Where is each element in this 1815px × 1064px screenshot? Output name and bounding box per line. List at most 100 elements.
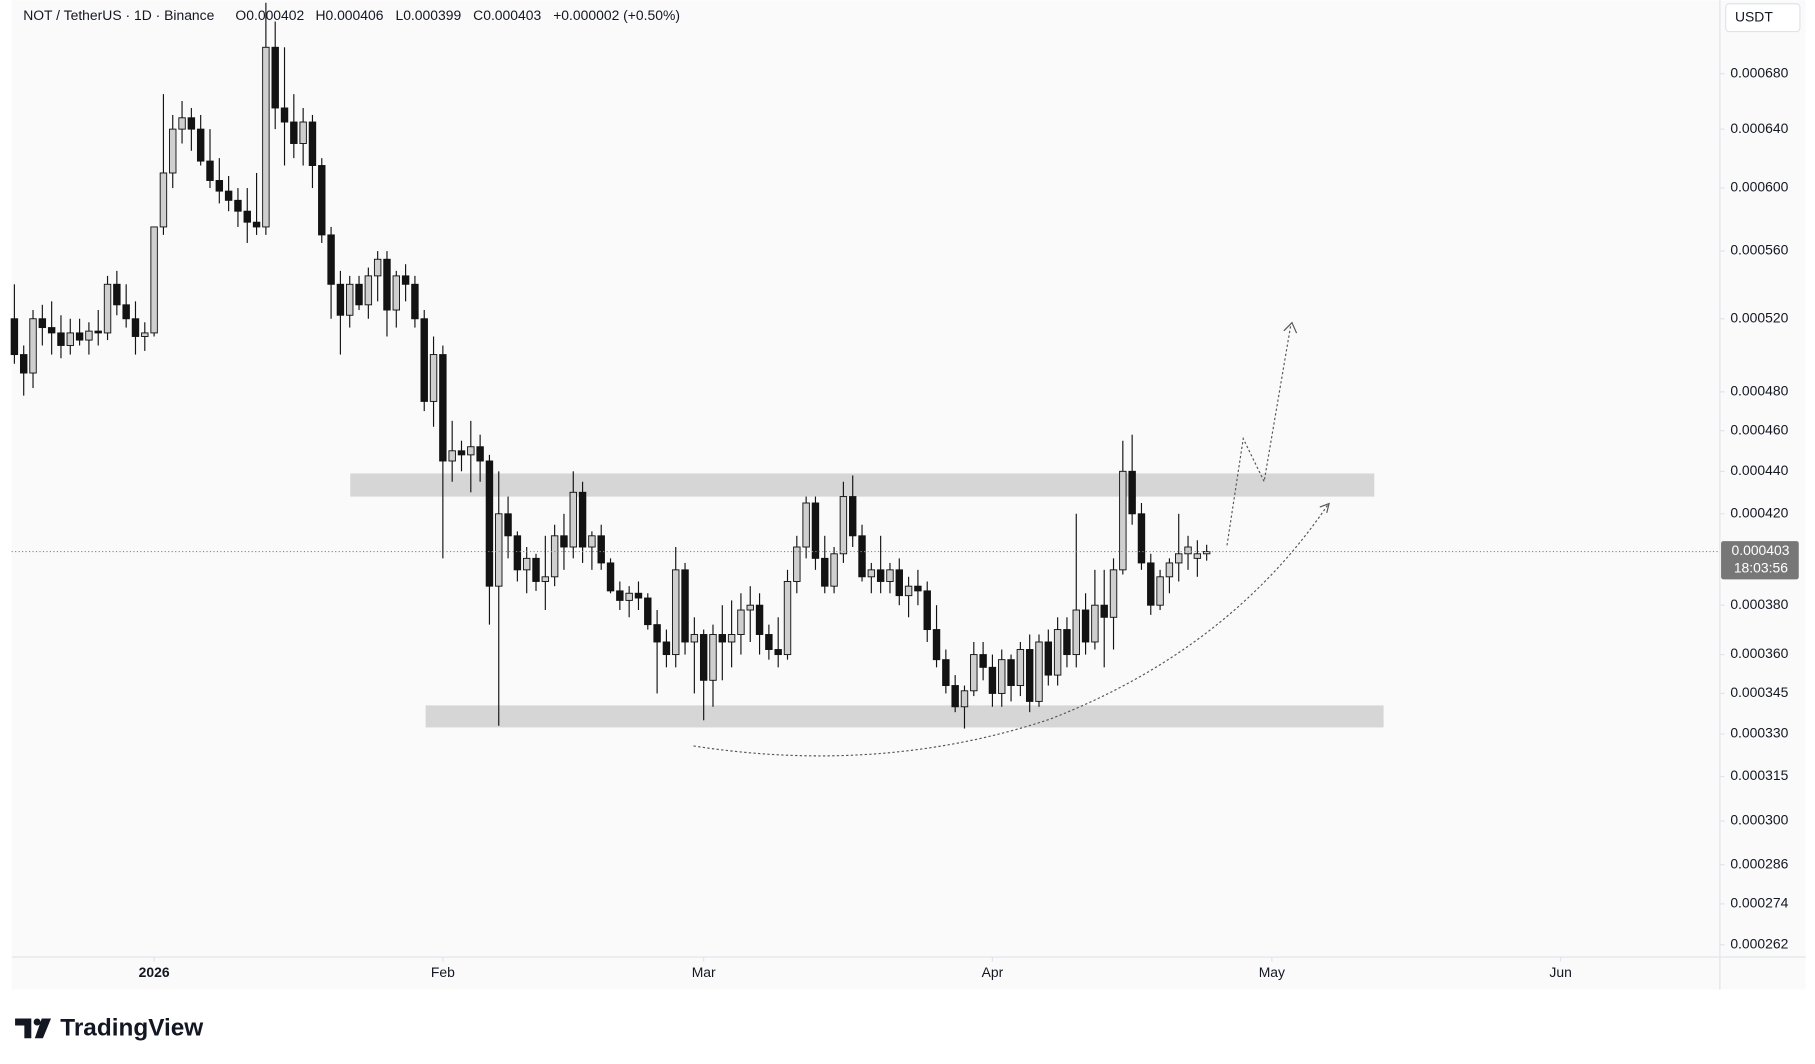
candle-body-down [634,592,643,599]
candle-body-down [308,121,317,166]
candle-body-up [569,491,577,548]
candle-body-down [10,318,19,356]
candle-body-down [811,502,820,559]
x-tick-label: 2026 [139,964,170,980]
candle-body-up [522,557,531,571]
candle-body-down [1147,562,1155,606]
y-tick-label: 0.000440 [1730,462,1788,478]
legend-high: H0.000406 [315,7,383,23]
candle-body-down [951,685,959,708]
candle-body-up [1193,553,1202,559]
candle-body-up [66,332,74,346]
currency-box[interactable] [1725,3,1801,33]
curve-arrowhead [1319,502,1330,514]
candle-body-down [932,629,941,661]
candle-body-down [616,590,624,601]
candle-body-up [802,502,810,548]
candle-body-down [662,641,671,656]
y-tick-label: 0.000460 [1730,421,1788,437]
y-tick-label: 0.000360 [1730,645,1788,661]
candle-body-up [495,513,503,587]
candle-body-up [960,690,969,708]
candle-body-down [653,624,661,643]
candle-body-up [1165,562,1174,578]
candle-body-up [793,546,801,582]
candle-body-down [318,165,326,236]
x-tick-label: Mar [692,964,716,980]
candle-body-up [541,576,550,582]
x-tick-label: Feb [431,964,455,980]
candle-body-down [578,491,587,548]
candle-body-down [206,160,214,181]
y-tick-label: 0.000420 [1730,504,1788,520]
candle-body-down [606,562,615,592]
candle-body-up [904,585,913,597]
candle-body-down [187,117,196,130]
candle-body-up [429,354,438,402]
x-tick-label: Jun [1549,964,1571,980]
candle-body-up [29,318,37,374]
candle-body-up [1016,649,1025,686]
candle-body-down [979,654,987,668]
candle-body-up [467,446,475,456]
candle-body-down [252,221,261,228]
candle-body-up [886,569,894,582]
candle-body-down [914,585,922,592]
candle-body-down [895,569,903,597]
y-tick-label: 0.000262 [1730,935,1788,951]
candle-body-up [1091,604,1099,643]
candle-body-up [830,553,838,587]
candle-body-down [923,590,931,631]
candle-body-up [178,117,186,130]
candle-body-up [783,581,792,656]
y-tick-label: 0.000380 [1730,596,1788,612]
candle-body-down [411,283,419,320]
legend-open: O0.000402 [235,7,304,23]
candle-body-down [1025,649,1034,702]
logo-dot [33,1018,41,1026]
plot-area [10,2,1720,729]
candle-body-up [150,226,158,334]
candle-body-down [513,535,522,571]
candle-body-down [1100,604,1108,618]
candle-body-down [38,318,47,329]
candle-body-down [532,557,540,582]
candle-body-down [821,557,829,587]
y-tick-label: 0.000286 [1730,855,1788,871]
candle-body-up [159,172,168,228]
support-zone [425,705,1384,728]
candle-body-down [485,460,494,587]
brand-name: TradingView [60,1014,203,1041]
candle-body-down [420,318,428,402]
candle-body-up [103,283,112,334]
candle-body-down [75,332,84,341]
y-tick-label: 0.000520 [1730,309,1788,325]
last-price-label: 0.000403 [1731,542,1789,558]
candle-body-down [401,275,410,285]
candle-body-up [625,592,633,601]
candle-body-up [262,46,270,228]
y-tick-label: 0.000315 [1730,767,1788,783]
candle-body-down [504,513,512,537]
candle-body-down [699,634,708,681]
candle-body-up [141,332,149,337]
x-tick-label: Apr [982,964,1004,980]
candle-body-up [299,121,307,144]
candle-body-up [746,604,754,611]
candle-body-down [476,446,484,462]
candle-body-up [1072,609,1080,656]
candle-body-down [336,283,345,316]
logo-slash [34,1018,52,1039]
resistance-zone [350,473,1375,497]
candle-body-up [373,258,382,277]
candle-body-up [1202,551,1211,555]
candle-body-down [122,304,130,320]
currency-label[interactable]: USDT [1735,8,1773,24]
candle-body-down [47,327,56,334]
candle-body-up [1156,576,1164,606]
candle-body-up [550,535,559,578]
candle-body-up [672,569,680,656]
legend-change: +0.000002 (+0.50%) [553,7,680,23]
candle-body-down [94,330,102,334]
